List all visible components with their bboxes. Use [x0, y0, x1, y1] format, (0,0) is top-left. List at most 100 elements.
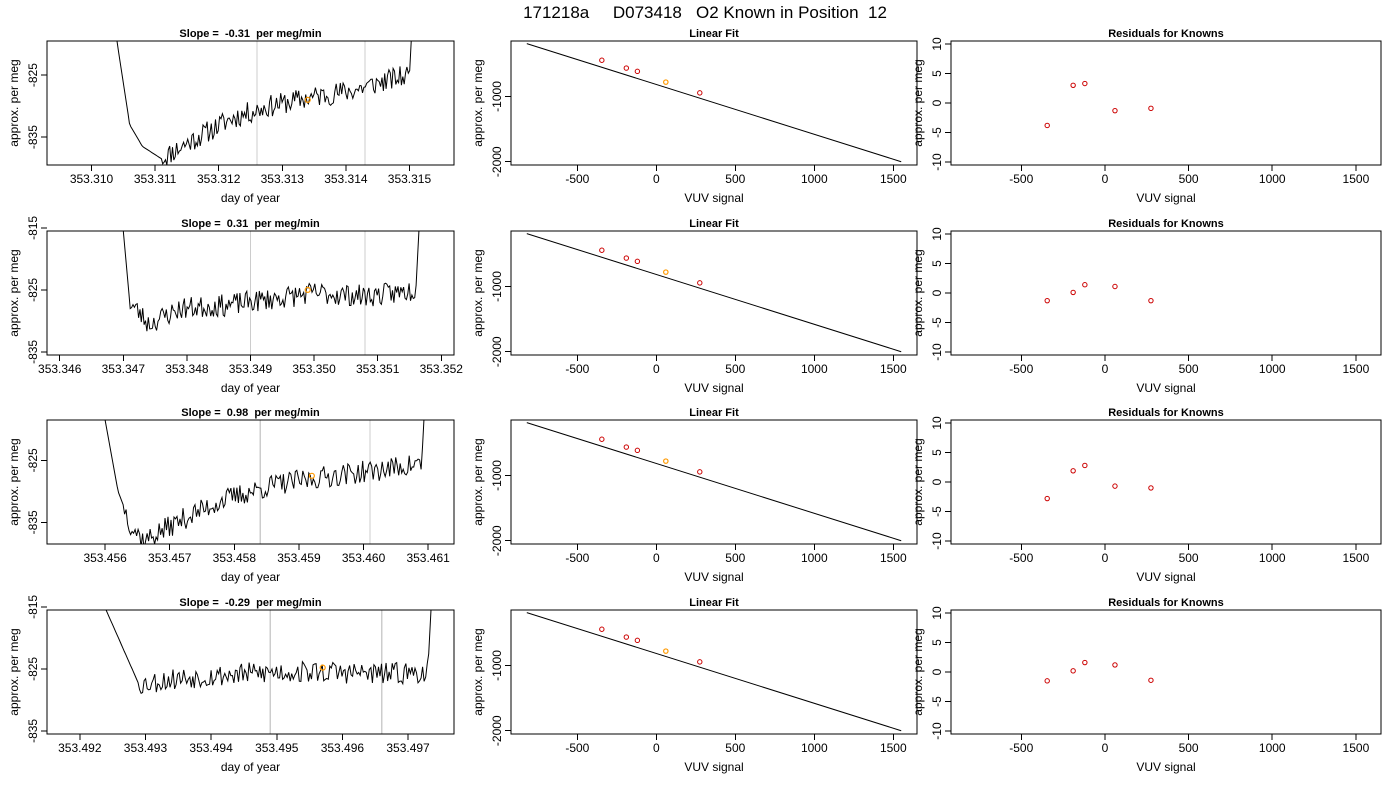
y-tick-label: -10 [930, 153, 944, 171]
data-point [634, 258, 641, 265]
y-tick-label: -10 [930, 722, 944, 740]
data-point [1112, 483, 1118, 489]
x-tick-label: 0 [653, 172, 660, 186]
x-tick-label: 0 [653, 741, 660, 755]
plot-frame [46, 419, 455, 545]
x-tick-label: 353.346 [38, 362, 82, 376]
plot-frame [950, 40, 1382, 166]
panel-title: Slope = 0.98 per meg/min [181, 407, 320, 419]
y-tick-label: 0 [930, 99, 944, 106]
y-tick-label: -10 [930, 343, 944, 361]
panel-2-3: Residuals for Knowns VUV signal approx. pe… [911, 218, 1382, 395]
x-tick-label: 353.347 [102, 362, 146, 376]
x-tick-label: -500 [565, 172, 589, 186]
x-tick-label: -500 [565, 551, 589, 565]
x-tick-label: 500 [725, 362, 745, 376]
x-axis-label: day of year [221, 760, 280, 774]
x-tick-label: 353.348 [165, 362, 209, 376]
data-point [1044, 122, 1050, 129]
data-point [1112, 283, 1118, 290]
y-tick-label: -835 [26, 340, 40, 364]
y-tick-label: -5 [930, 127, 944, 138]
x-tick-label: 353.351 [356, 362, 400, 376]
data-point [1044, 678, 1050, 684]
x-tick-label: 353.461 [406, 551, 450, 565]
x-tick-label: 0 [1102, 362, 1109, 376]
x-tick-label: 0 [653, 551, 660, 565]
highlight-point [663, 79, 669, 85]
x-tick-label: 500 [1179, 551, 1199, 565]
x-tick-label: 1000 [1259, 362, 1286, 376]
x-tick-label: 353.495 [255, 741, 299, 755]
plot-area [1044, 659, 1154, 684]
x-tick-label: 500 [725, 551, 745, 565]
plot-frame [46, 609, 455, 735]
plot-area [526, 43, 902, 163]
x-tick-label: 353.492 [58, 741, 102, 755]
y-tick-label: 10 [930, 606, 944, 620]
plot-area [1044, 80, 1154, 129]
y-tick-label: 5 [930, 639, 944, 646]
fit-line [526, 612, 902, 732]
y-axis-label: approx. per meg [471, 249, 485, 336]
y-axis-label: approx. per meg [471, 628, 485, 715]
y-tick-label: -2000 [490, 715, 504, 746]
plot-area [526, 233, 902, 353]
fit-line [526, 233, 902, 353]
plot-area [104, 420, 425, 544]
y-tick-label: -835 [26, 510, 40, 534]
x-tick-label: 353.313 [261, 172, 305, 186]
y-axis-label: approx. per meg [911, 249, 925, 336]
x-tick-label: 1500 [1343, 741, 1370, 755]
y-tick-label: 10 [930, 37, 944, 51]
x-tick-label: 353.352 [420, 362, 464, 376]
x-tick-label: 353.457 [148, 551, 192, 565]
x-tick-label: 353.350 [292, 362, 336, 376]
x-tick-label: -500 [1009, 741, 1033, 755]
x-tick-label: 353.458 [213, 551, 257, 565]
x-axis-label: VUV signal [684, 191, 743, 205]
y-axis-label: approx. per meg [7, 628, 21, 715]
x-tick-label: 353.459 [277, 551, 321, 565]
y-tick-label: 0 [930, 289, 944, 296]
panel-title: Slope = -0.31 per meg/min [179, 28, 321, 40]
highlight-point [663, 458, 669, 464]
plot-area [122, 231, 420, 355]
y-axis-label: approx. per meg [7, 59, 21, 146]
y-tick-label: 10 [930, 416, 944, 430]
x-tick-label: 353.312 [197, 172, 241, 186]
data-point [623, 444, 630, 450]
data-point [1070, 668, 1076, 674]
plot-frame [950, 230, 1382, 356]
panel-title: Residuals for Knowns [1108, 407, 1224, 419]
y-tick-label: -1000 [490, 650, 504, 681]
panel-4-3: Residuals for Knowns VUV signal approx. pe… [911, 597, 1382, 774]
panel-1-2: Linear Fit VUV signal approx. per meg -500 0… [471, 28, 918, 205]
panel-title: Residuals for Knowns [1108, 218, 1224, 230]
highlight-point [308, 472, 315, 479]
panel-2-2: Linear Fit VUV signal approx. per meg -500 0… [471, 218, 918, 395]
x-tick-label: -500 [1009, 551, 1033, 565]
y-tick-label: -825 [26, 657, 40, 681]
panel-title: Linear Fit [689, 407, 739, 419]
x-tick-label: 1000 [1259, 172, 1286, 186]
y-tick-label: -825 [26, 63, 40, 87]
y-axis-label: approx. per meg [7, 438, 21, 525]
data-point [599, 247, 605, 253]
data-point [1070, 289, 1076, 296]
plot-frame [510, 609, 918, 735]
panel-4-1: Slope = -0.29 per meg/min day of year appr… [7, 595, 455, 774]
data-point [623, 634, 630, 640]
x-axis-label: VUV signal [1136, 760, 1195, 774]
data-point [1148, 485, 1154, 491]
data-point [1148, 677, 1154, 683]
highlight-point [319, 664, 326, 671]
y-tick-label: -825 [26, 278, 40, 302]
x-axis-label: day of year [221, 191, 280, 205]
y-axis-label: approx. per meg [911, 59, 925, 146]
x-tick-label: -500 [1009, 362, 1033, 376]
y-axis-label: approx. per meg [911, 438, 925, 525]
plot-frame [510, 40, 918, 166]
panel-3-1: Slope = 0.98 per meg/min day of year appro… [7, 407, 455, 584]
x-tick-label: 353.493 [124, 741, 168, 755]
